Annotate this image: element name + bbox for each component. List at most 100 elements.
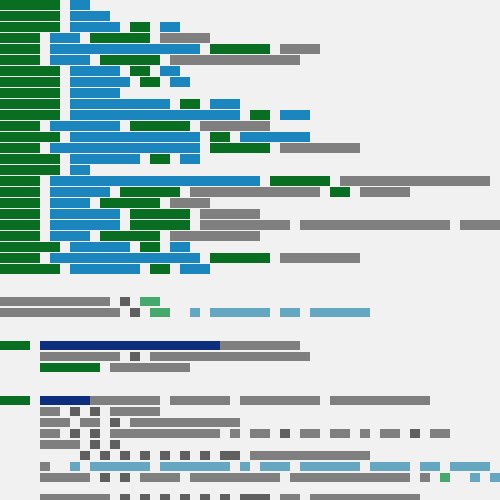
token-light-blue: [370, 462, 410, 471]
token-blue: [170, 77, 190, 87]
token-green: [130, 121, 190, 131]
code-block-primary: [0, 0, 500, 274]
token-green: [250, 110, 270, 120]
token-gray: [240, 396, 320, 405]
token-dark-gray: [180, 494, 190, 500]
token-gray: [110, 407, 160, 416]
token-blue: [280, 110, 310, 120]
token-light-blue: [190, 308, 200, 317]
token-blue: [50, 187, 110, 197]
token-gray: [300, 220, 450, 230]
token-green: [140, 242, 160, 252]
token-light-blue: [450, 462, 490, 471]
token-gray: [340, 176, 490, 186]
token-green: [210, 132, 230, 142]
token-gray: [160, 33, 210, 43]
token-blue: [70, 264, 140, 274]
token-blue: [70, 77, 130, 87]
token-gray: [40, 462, 50, 471]
token-green: [100, 198, 160, 208]
token-green: [0, 253, 40, 263]
token-blue: [50, 121, 120, 131]
token-blue: [180, 264, 210, 274]
token-green: [0, 143, 40, 153]
token-gray: [200, 121, 270, 131]
token-dark-gray: [220, 451, 240, 460]
token-blue: [160, 22, 180, 32]
token-dark-gray: [130, 308, 140, 317]
token-green: [0, 0, 60, 10]
token-green: [130, 66, 150, 76]
token-gray: [310, 494, 420, 500]
token-green: [210, 143, 270, 153]
token-gray: [0, 297, 110, 306]
token-gray: [40, 407, 60, 416]
code-block-secondary: [0, 296, 500, 320]
token-green: [0, 187, 40, 197]
token-blue: [50, 44, 200, 54]
token-green: [0, 264, 60, 274]
token-gray: [90, 396, 160, 405]
token-light-blue: [260, 462, 290, 471]
token-green: [210, 44, 270, 54]
token-green: [130, 22, 150, 32]
token-blue: [50, 220, 120, 230]
token-green: [90, 33, 150, 43]
token-gray: [150, 352, 310, 361]
token-green: [330, 187, 350, 197]
token-green: [0, 198, 40, 208]
token-green: [0, 220, 40, 230]
token-blue: [70, 11, 110, 21]
token-dark-gray: [110, 440, 120, 449]
token-green: [0, 121, 40, 131]
token-gray: [40, 429, 60, 438]
token-green: [0, 99, 60, 109]
token-blue: [50, 143, 200, 153]
token-gray: [360, 429, 370, 438]
token-green: [0, 396, 30, 405]
token-green: [140, 77, 160, 87]
token-green: [0, 165, 60, 175]
token-green: [150, 154, 170, 164]
token-gray: [190, 473, 280, 482]
token-green: [0, 77, 60, 87]
token-green: [0, 55, 40, 65]
token-dark-gray: [90, 429, 100, 438]
token-dark-gray: [70, 429, 80, 438]
token-green: [100, 55, 160, 65]
token-gray: [220, 341, 300, 350]
token-gray: [250, 451, 370, 460]
token-gray: [40, 418, 70, 427]
token-green: [0, 66, 60, 76]
token-green: [0, 22, 60, 32]
token-light-blue: [470, 473, 480, 482]
token-light-blue: [90, 462, 150, 471]
token-blue: [70, 88, 120, 98]
token-blue: [160, 66, 180, 76]
token-gray: [200, 220, 290, 230]
token-blue: [50, 55, 90, 65]
token-green: [0, 209, 40, 219]
token-green: [40, 363, 100, 372]
token-dark-gray: [410, 429, 420, 438]
token-dark-gray: [90, 440, 100, 449]
token-blue: [50, 198, 90, 208]
token-navy: [40, 396, 90, 405]
token-green: [150, 264, 170, 274]
token-gray: [230, 429, 240, 438]
token-blue: [50, 253, 200, 263]
token-blue: [70, 165, 90, 175]
token-gray: [40, 494, 110, 500]
token-dark-gray: [100, 473, 110, 482]
token-light-blue: [280, 308, 300, 317]
token-gray: [250, 429, 270, 438]
token-green: [0, 110, 60, 120]
token-gray: [300, 429, 320, 438]
token-gray: [40, 352, 120, 361]
token-gray: [140, 473, 180, 482]
token-gray: [170, 198, 210, 208]
token-dark-gray: [140, 494, 150, 500]
token-blue: [70, 132, 200, 142]
token-gray: [420, 473, 430, 482]
token-blue: [70, 22, 120, 32]
